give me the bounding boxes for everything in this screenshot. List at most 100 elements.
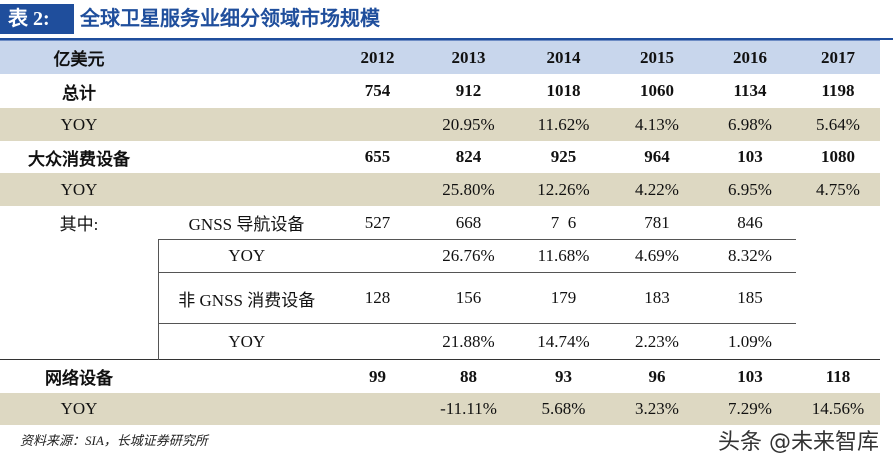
value-cell (335, 239, 420, 273)
value-cell: 1134 (733, 81, 767, 100)
row-label (0, 239, 159, 273)
header-cell: 2015 (610, 40, 704, 74)
row-sublabel: GNSS 导航设备 (188, 215, 305, 234)
value-cell: 4.22% (610, 173, 704, 206)
watermark: 头条 @未来智库 (718, 430, 879, 455)
value-cell: 781 (644, 212, 670, 232)
header-cell: 2013 (420, 40, 517, 74)
table-row: YOY 21.88% 14.74% 2.23% 1.09% (0, 323, 880, 360)
value-cell (335, 173, 420, 206)
value-cell: 1060 (640, 81, 674, 100)
row-label: 总计 (62, 83, 96, 103)
row-sublabel (158, 173, 335, 206)
value-cell (796, 324, 880, 360)
value-cell: 655 (364, 147, 391, 166)
header-cell: 2012 (335, 40, 420, 74)
header-row: 亿美元 2012 2013 2014 2015 2016 2017 (0, 40, 880, 74)
value-cell: 26.76% (420, 239, 517, 273)
table-row: 其中: GNSS 导航设备 527 668 7 6 781 846 (0, 206, 880, 240)
value-cell: 11.68% (517, 239, 610, 273)
table-row: YOY -11.11% 5.68% 3.23% 7.29% 14.56% (0, 393, 880, 425)
value-cell (796, 206, 880, 240)
value-cell (335, 393, 420, 425)
value-cell: 25.80% (420, 173, 517, 206)
row-sublabel (158, 141, 335, 173)
table-row: 非 GNSS 消费设备 128 156 179 183 185 (0, 272, 880, 324)
value-cell: 4.69% (610, 239, 704, 273)
row-sublabel: YOY (158, 239, 335, 273)
value-cell: 1.09% (704, 323, 796, 360)
value-cell: 185 (704, 272, 796, 324)
title-bar: 表 2: 全球卫星服务业细分领域市场规模 (0, 0, 893, 40)
value-cell: 96 (610, 359, 704, 393)
value-cell (335, 108, 420, 141)
row-label: YOY (0, 393, 158, 425)
value-cell: 7.29% (704, 393, 796, 425)
table-label: 表 2: (0, 4, 74, 34)
table-row: 大众消费设备 655 824 925 964 103 1080 (0, 141, 880, 173)
table-row: YOY 20.95% 11.62% 4.13% 6.98% 5.64% (0, 108, 880, 141)
value-cell: 183 (610, 272, 704, 324)
header-cell: 2017 (796, 40, 880, 74)
row-sublabel: YOY (158, 323, 335, 360)
row-label (0, 323, 159, 360)
value-cell: 103 (704, 359, 796, 393)
value-cell: 8.32% (704, 239, 796, 273)
value-cell: 3.23% (610, 393, 704, 425)
value-cell: 754 (364, 81, 391, 100)
table-row: 网络设备 99 88 93 96 103 118 (0, 359, 880, 393)
row-label: 大众消费设备 (28, 149, 130, 169)
row-label: YOY (0, 108, 158, 141)
value-cell: 118 (796, 359, 880, 393)
row-sublabel (158, 74, 335, 108)
value-cell: 21.88% (420, 323, 517, 360)
table-row: YOY 25.80% 12.26% 4.22% 6.95% 4.75% (0, 173, 880, 206)
value-cell: 6.98% (704, 108, 796, 141)
value-cell (796, 240, 880, 273)
value-cell: 4.75% (796, 173, 880, 206)
value-cell: 4.13% (610, 108, 704, 141)
value-cell: 5.64% (796, 108, 880, 141)
value-cell: 527 (364, 212, 391, 232)
value-cell: 128 (335, 272, 420, 324)
value-cell (335, 323, 420, 360)
value-cell: 846 (737, 212, 763, 232)
value-cell: 20.95% (420, 108, 517, 141)
value-cell: 14.56% (796, 393, 880, 425)
value-cell: 1018 (546, 81, 581, 100)
data-table: 亿美元 2012 2013 2014 2015 2016 2017 总计 754 9… (0, 40, 880, 425)
value-cell: 7 6 (550, 212, 577, 232)
row-label: 网络设备 (0, 359, 158, 393)
row-label: YOY (0, 173, 158, 206)
value-cell: 103 (737, 147, 763, 166)
value-cell: 964 (644, 147, 670, 166)
value-cell: 179 (517, 272, 610, 324)
value-cell: 88 (420, 359, 517, 393)
row-sublabel (158, 108, 335, 141)
value-cell: -11.11% (420, 393, 517, 425)
value-cell: 156 (420, 272, 517, 324)
value-cell: 1198 (821, 81, 855, 100)
value-cell: 14.74% (517, 323, 610, 360)
table-row: 总计 754 912 1018 1060 1134 1198 (0, 74, 880, 108)
value-cell: 99 (335, 359, 420, 393)
value-cell: 925 (550, 147, 577, 166)
value-cell: 668 (455, 212, 482, 232)
table-row: YOY 26.76% 11.68% 4.69% 8.32% (0, 239, 880, 273)
table-title: 全球卫星服务业细分领域市场规模 (80, 8, 380, 30)
value-cell: 824 (455, 147, 482, 166)
value-cell: 93 (517, 359, 610, 393)
value-cell: 11.62% (517, 108, 610, 141)
row-label: 其中: (59, 215, 99, 235)
row-sublabel (158, 393, 335, 425)
header-cell: 2014 (517, 40, 610, 74)
value-cell: 12.26% (517, 173, 610, 206)
value-cell (796, 273, 880, 324)
row-sublabel (158, 359, 335, 393)
row-label (0, 272, 159, 324)
header-cell: 亿美元 (0, 40, 158, 74)
value-cell: 5.68% (517, 393, 610, 425)
row-sublabel: 非 GNSS 消费设备 (158, 272, 335, 324)
value-cell: 912 (455, 81, 482, 100)
